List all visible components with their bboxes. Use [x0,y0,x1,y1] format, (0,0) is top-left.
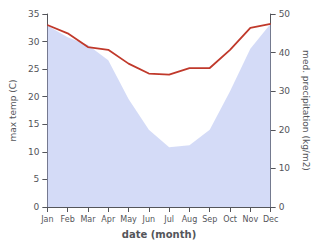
svg-text:25: 25 [28,64,39,74]
svg-text:Jun: Jun [142,215,156,224]
svg-text:30: 30 [279,86,291,96]
svg-text:40: 40 [279,48,291,58]
svg-text:Sep: Sep [202,215,217,224]
svg-text:15: 15 [28,119,39,129]
svg-text:0: 0 [34,202,40,212]
svg-text:50: 50 [279,9,291,19]
svg-text:med. precipitation (kg/m2): med. precipitation (kg/m2) [301,50,311,171]
svg-text:Mar: Mar [80,215,96,224]
svg-text:0: 0 [279,202,285,212]
svg-text:10: 10 [279,163,291,173]
svg-text:Aug: Aug [182,215,198,224]
svg-text:Dec: Dec [263,215,278,224]
svg-text:30: 30 [28,37,40,47]
svg-text:Feb: Feb [61,215,75,224]
svg-text:35: 35 [28,9,39,19]
svg-text:date (month): date (month) [122,229,196,240]
svg-text:5: 5 [34,174,40,184]
svg-text:Jan: Jan [40,215,53,224]
svg-text:max temp (C): max temp (C) [8,79,18,141]
svg-text:10: 10 [28,147,40,157]
svg-text:Oct: Oct [223,215,237,224]
svg-text:20: 20 [279,125,291,135]
svg-text:20: 20 [28,92,40,102]
svg-text:May: May [120,215,137,224]
svg-text:Nov: Nov [243,215,259,224]
svg-text:Jul: Jul [163,215,174,224]
svg-text:Apr: Apr [101,215,116,224]
